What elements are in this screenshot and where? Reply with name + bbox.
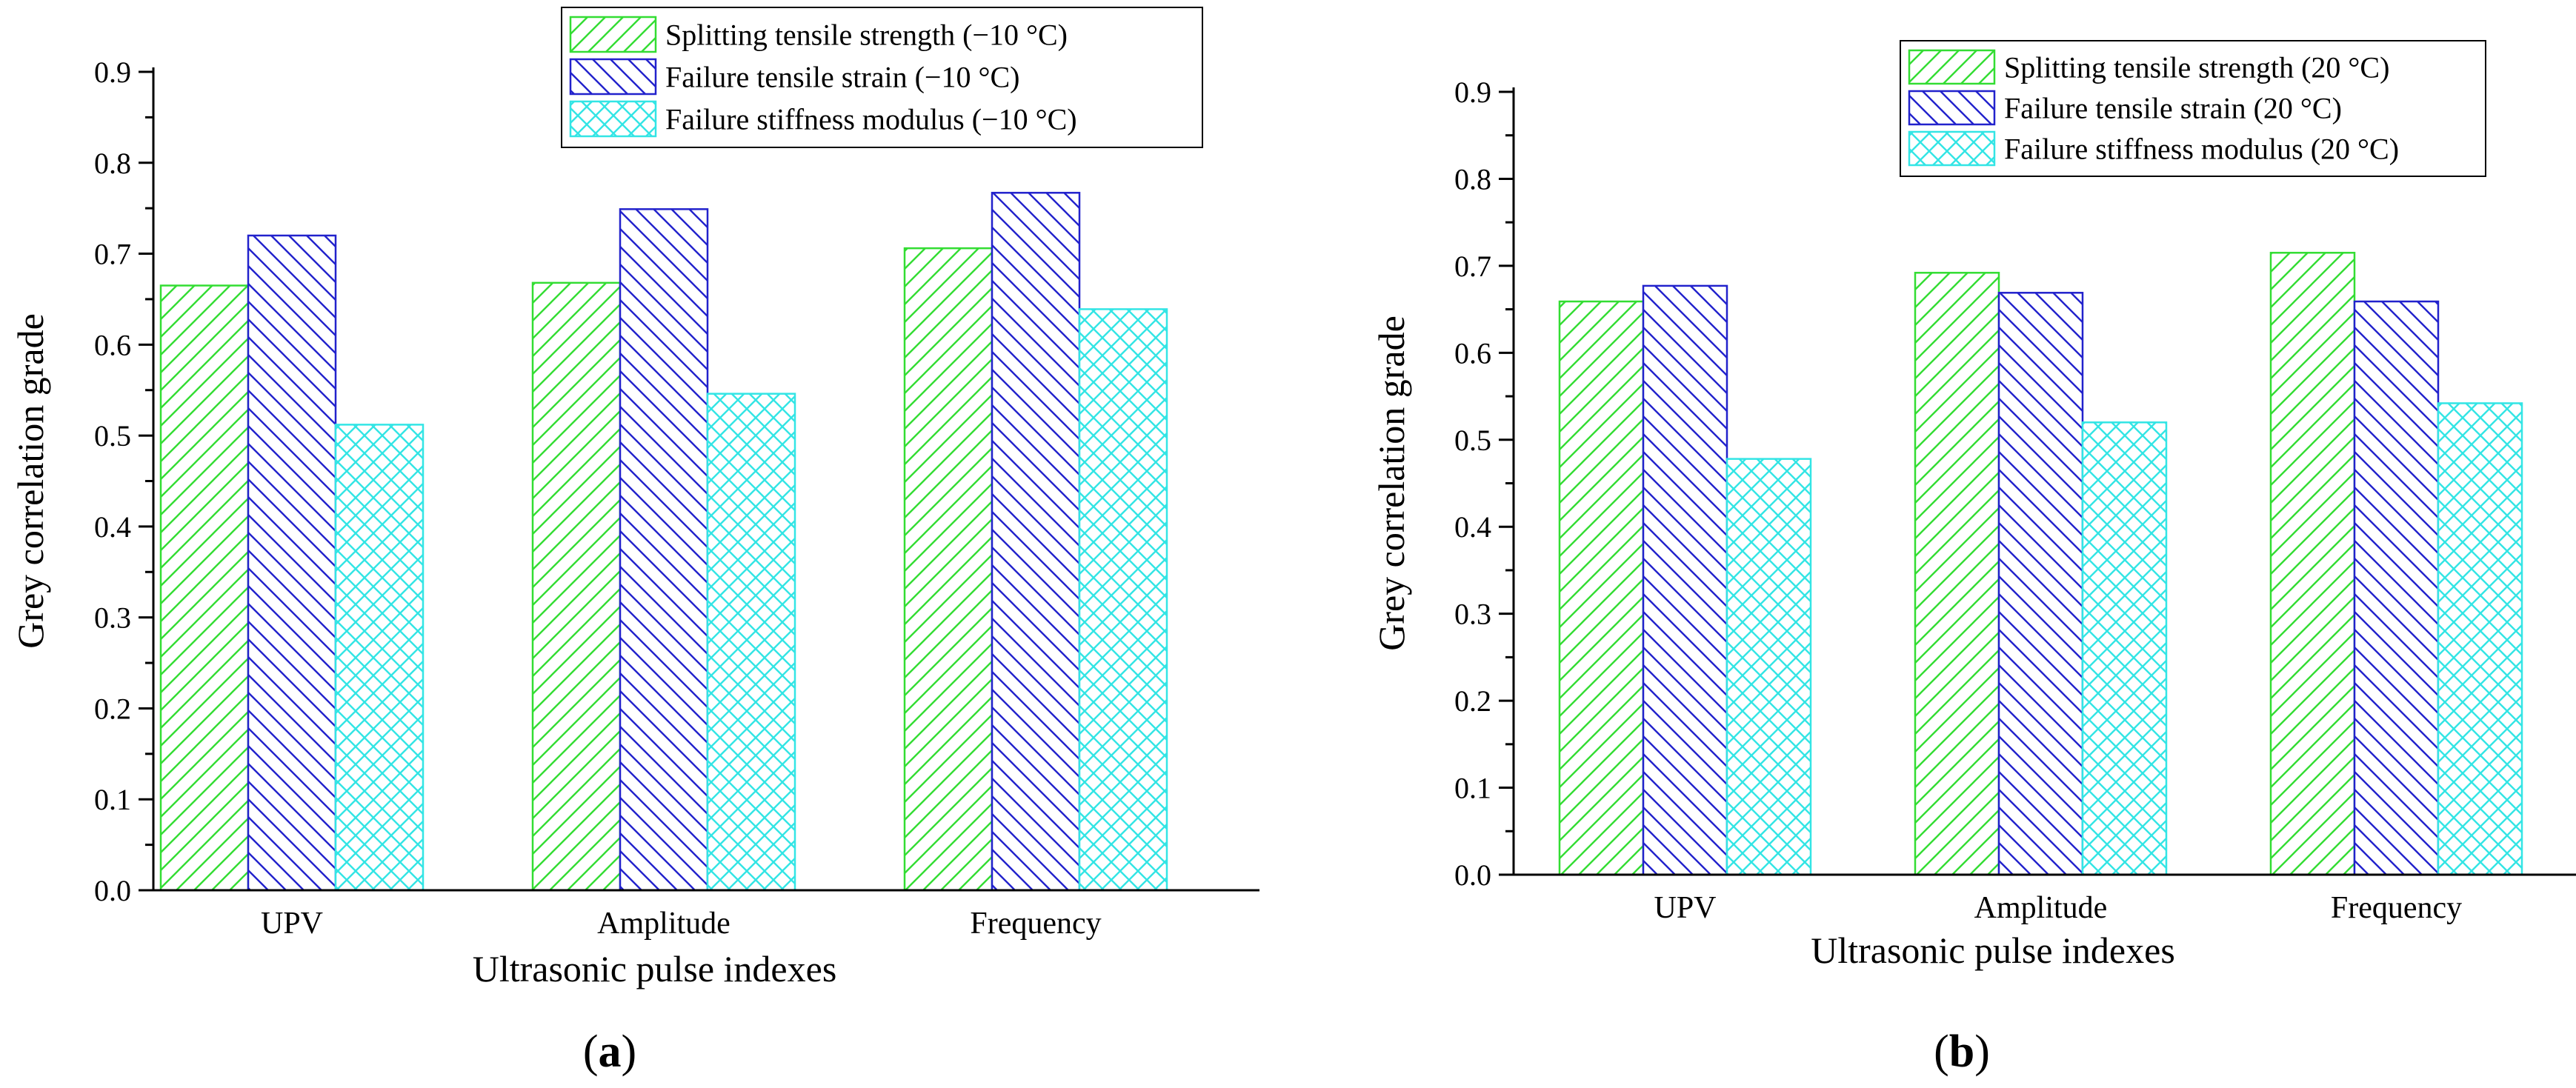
bar-3-frequency	[1078, 308, 1168, 892]
y-tick-label: 0.2	[1454, 684, 1491, 718]
panel-label: (a)	[583, 1027, 636, 1077]
y-tick-label: 0.4	[94, 510, 131, 544]
bar-2-amplitude	[1997, 292, 2084, 876]
y-tick-label: 0.9	[94, 56, 131, 89]
bar-2-frequency	[991, 192, 1081, 892]
bars	[1558, 252, 2523, 876]
y-tick-label: 0.4	[1454, 510, 1491, 544]
bar-1-amplitude	[1914, 272, 2000, 876]
bar-3-amplitude	[2081, 421, 2168, 876]
legend-swatch-1	[569, 16, 657, 53]
bar-3-frequency	[2437, 402, 2523, 876]
bar-3-amplitude	[706, 393, 796, 892]
legend: Splitting tensile strength (−10 °C) Failu…	[561, 7, 1203, 148]
x-axis-title: Ultrasonic pulse indexes	[1811, 930, 2175, 971]
bar-1-frequency	[903, 247, 994, 892]
bars	[159, 192, 1168, 892]
y-tick-label: 0.6	[1454, 336, 1491, 370]
y-ticks: 0.0 0.1 0.2 0.3 0.4 0.5 0.6 0.7 0.8 0.9	[1454, 76, 1514, 892]
legend-label-3: Failure stiffness modulus (−10 °C)	[665, 103, 1077, 136]
bar-1-amplitude	[531, 281, 622, 892]
y-tick-label: 0.3	[1454, 598, 1491, 631]
bar-3-upv	[334, 424, 425, 892]
legend-swatch-3	[1908, 130, 1996, 167]
y-tick-label: 0.5	[94, 419, 131, 453]
x-tick-label-frequency: Frequency	[2331, 891, 2462, 925]
bar-1-upv	[159, 284, 250, 892]
legend-label-3: Failure stiffness modulus (20 °C)	[2004, 133, 2399, 166]
bar-2-upv	[247, 234, 337, 892]
y-ticks: 0.0 0.1 0.2 0.3 0.4 0.5 0.6 0.7 0.8 0.9	[94, 56, 153, 907]
legend-label-1: Splitting tensile strength (−10 °C)	[665, 19, 1068, 52]
bar-2-frequency	[2353, 300, 2440, 876]
x-axis-title: Ultrasonic pulse indexes	[473, 948, 837, 989]
bar-2-amplitude	[619, 208, 709, 892]
y-axis-title: Grey correlation grade	[10, 313, 51, 649]
y-tick-label: 0.5	[1454, 424, 1491, 457]
x-tick-label-upv: UPV	[1654, 891, 1716, 925]
chart-a: 0.0 0.1 0.2 0.3 0.4 0.5 0.6 0.7 0.8 0.9 UPV Amplitu…	[10, 7, 1259, 1077]
y-tick-label: 0.0	[94, 874, 131, 907]
x-tick-label-amplitude: Amplitude	[597, 907, 730, 941]
legend-label-2: Failure tensile strain (20 °C)	[2004, 92, 2342, 125]
x-tick-label-upv: UPV	[261, 907, 323, 941]
legend-swatch-1	[1908, 49, 1996, 85]
panel-label: (b)	[1934, 1027, 1990, 1077]
bar-3-upv	[1725, 458, 1812, 876]
y-tick-label: 0.8	[1454, 162, 1491, 196]
y-tick-label: 0.7	[94, 238, 131, 271]
legend-swatch-2	[1908, 90, 1996, 126]
y-tick-label: 0.1	[1454, 772, 1491, 805]
x-tick-labels: UPV Amplitude Frequency	[1654, 891, 2462, 925]
y-tick-label: 0.7	[1454, 250, 1491, 283]
legend: Splitting tensile strength (20 °C) Failur…	[1900, 40, 2486, 177]
legend-label-1: Splitting tensile strength (20 °C)	[2004, 51, 2389, 84]
chart-b: 0.0 0.1 0.2 0.3 0.4 0.5 0.6 0.7 0.8 0.9 UPV Amplitu…	[1371, 40, 2576, 1077]
x-tick-label-amplitude: Amplitude	[1974, 891, 2108, 925]
y-tick-label: 0.1	[94, 783, 131, 816]
bar-1-frequency	[2269, 252, 2356, 876]
y-tick-label: 0.6	[94, 328, 131, 361]
legend-swatch-2	[569, 58, 657, 96]
legend-box	[561, 7, 1203, 148]
bar-2-upv	[1642, 284, 1728, 876]
x-tick-labels: UPV Amplitude Frequency	[261, 907, 1102, 941]
y-tick-label: 0.2	[94, 692, 131, 725]
x-tick-label-frequency: Frequency	[970, 907, 1101, 941]
legend-box	[1900, 40, 2486, 177]
y-tick-label: 0.3	[94, 601, 131, 635]
legend-swatch-3	[569, 100, 657, 138]
y-tick-label: 0.9	[1454, 76, 1491, 109]
y-tick-label: 0.8	[94, 147, 131, 180]
legend-label-2: Failure tensile strain (−10 °C)	[665, 61, 1019, 94]
bar-1-upv	[1558, 300, 1645, 876]
y-axis-title: Grey correlation grade	[1371, 316, 1412, 651]
y-tick-label: 0.0	[1454, 858, 1491, 892]
